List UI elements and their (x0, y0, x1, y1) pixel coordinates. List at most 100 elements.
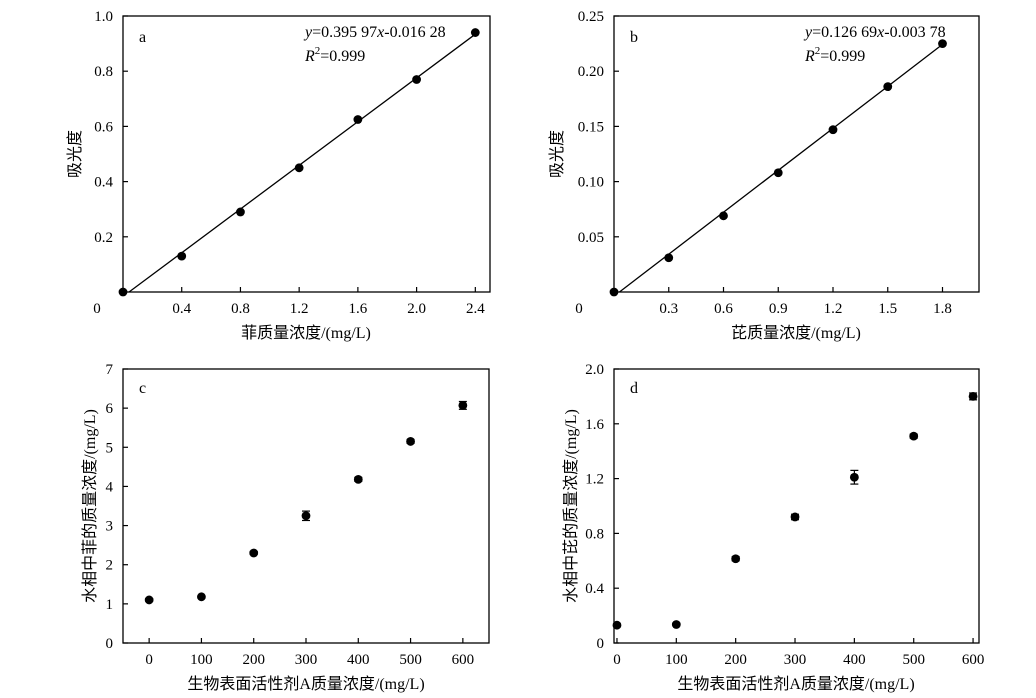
y-tick-label: 3 (106, 519, 114, 535)
plot-frame (613, 368, 980, 644)
r-val: =0.999 (820, 48, 865, 65)
eq-rhs-2: -0.016 28 (384, 24, 445, 41)
x-tick-label: 0.3 (659, 301, 678, 317)
x-tick-label: 0.9 (769, 301, 788, 317)
marks (609, 39, 947, 297)
y-tick-label: 4 (106, 479, 114, 495)
x-tick-label: 0 (613, 652, 621, 668)
data-point (828, 125, 838, 135)
x-tick-label: 500 (399, 652, 422, 668)
data-point (412, 75, 421, 84)
y-tick-label: 0 (597, 636, 605, 652)
x-tick-label: 500 (902, 652, 925, 668)
x-axis-title: 生物表面活性剂A质量浓度/(mg/L) (187, 675, 424, 693)
y-axis-title: 水相中菲的质量浓度/(mg/L) (81, 409, 99, 603)
y-tick-label: 0.8 (585, 526, 604, 542)
x-tick-label: 2.4 (466, 301, 485, 317)
ticks: 0.3 0.6 0.9 1.2 1.5 1.8 0.05 0.10 0.15 0.20 0.25 (578, 9, 952, 317)
panel-label: d (630, 380, 638, 397)
marks (144, 400, 468, 605)
data-point (406, 437, 415, 446)
data-point (671, 620, 681, 629)
y-tick-label: 2 (106, 558, 114, 574)
x-tick-label: 2.0 (407, 301, 426, 317)
y-tick-label: 0.05 (578, 230, 604, 246)
data-point (470, 28, 480, 37)
data-point (236, 207, 245, 217)
y-axis-title: 吸光度 (66, 130, 84, 178)
r-sup: 2 (815, 45, 821, 57)
eq-x-var: x (376, 24, 384, 41)
panel-c: c 生物表面活性剂A质量浓度/(mg/L) 水相中菲的质量浓度/(mg/L) 0… (81, 362, 490, 693)
eq-y-var: y (303, 24, 313, 41)
x-tick-label: 300 (784, 652, 807, 668)
plot-frame (122, 368, 490, 644)
r-val: =0.999 (320, 48, 365, 65)
data-point (197, 592, 206, 602)
panel-label: b (630, 29, 638, 46)
fit-equation: y=0.126 69x-0.003 78 (803, 24, 946, 41)
x-tick-label: 400 (347, 652, 370, 668)
y-tick-label: 0.20 (578, 64, 604, 80)
r-squared: R2=0.999 (304, 45, 365, 65)
marks (612, 392, 978, 630)
y-tick-label: 1.6 (585, 417, 604, 433)
y-axis-title: 水相中芘的质量浓度/(mg/L) (562, 409, 580, 603)
r-var: R (804, 48, 815, 65)
data-point (731, 554, 741, 564)
x-tick-label: 600 (962, 652, 985, 668)
data-point (938, 39, 947, 48)
y-tick-label: 5 (106, 440, 114, 456)
x-tick-label: 0.6 (714, 301, 733, 317)
y-tick-label: 6 (106, 401, 114, 417)
x-tick-label: 1.6 (349, 301, 368, 317)
panel-b: b 0 y=0.126 69x-0.003 78 R2=0.999 芘质量浓度/… (548, 9, 980, 342)
y-tick-label: 0.25 (578, 9, 604, 25)
data-point (790, 512, 800, 522)
data-point (773, 168, 783, 178)
data-point (301, 511, 311, 521)
plot-frame (613, 15, 980, 293)
x-tick-label: 200 (724, 652, 747, 668)
marks (118, 28, 480, 297)
eq-rhs-2: -0.003 78 (884, 24, 945, 41)
y-tick-label: 0.15 (578, 119, 604, 135)
r-var: R (304, 48, 315, 65)
data-point (883, 82, 893, 92)
data-point (458, 401, 468, 410)
panel-a: a 0 y=0.395 97x-0.016 28 R2=0.999 菲质量浓度/… (66, 9, 491, 342)
y-tick-label: 0.8 (94, 64, 113, 80)
data-point (664, 253, 674, 263)
x-tick-label: 100 (190, 652, 213, 668)
x-tick-label: 300 (295, 652, 318, 668)
data-point (144, 595, 154, 605)
ticks: 0 100 200 300 400 500 600 0 1 2 3 4 5 6 7 (106, 362, 475, 668)
y-tick-label: 0.6 (94, 119, 113, 135)
data-point (118, 287, 128, 297)
r-sup: 2 (315, 45, 321, 57)
eq-x-var: x (876, 24, 884, 41)
panel-d: d 生物表面活性剂A质量浓度/(mg/L) 水相中芘的质量浓度/(mg/L) 0… (562, 362, 984, 693)
x-axis-title: 菲质量浓度/(mg/L) (241, 324, 371, 342)
y-tick-label: 1.2 (585, 472, 604, 488)
x-tick-label: 200 (242, 652, 265, 668)
origin-label: 0 (93, 301, 101, 317)
data-point (353, 115, 363, 124)
x-tick-label: 0.8 (231, 301, 250, 317)
x-tick-label: 100 (665, 652, 688, 668)
data-point (353, 474, 363, 484)
y-tick-label: 1 (106, 597, 114, 613)
data-point (294, 163, 304, 173)
data-point (609, 287, 619, 297)
x-tick-label: 1.8 (933, 301, 952, 317)
y-tick-label: 0.4 (585, 581, 604, 597)
r-squared: R2=0.999 (804, 45, 865, 65)
x-tick-label: 0 (145, 652, 153, 668)
x-tick-label: 0.4 (172, 301, 191, 317)
x-axis-title: 芘质量浓度/(mg/L) (731, 324, 861, 342)
y-tick-label: 0.4 (94, 175, 113, 191)
y-axis-title: 吸光度 (548, 130, 566, 178)
x-tick-label: 1.5 (878, 301, 897, 317)
ticks: 0.4 0.8 1.2 1.6 2.0 2.4 0.2 0.4 0.6 0.8 1.0 (94, 9, 485, 317)
